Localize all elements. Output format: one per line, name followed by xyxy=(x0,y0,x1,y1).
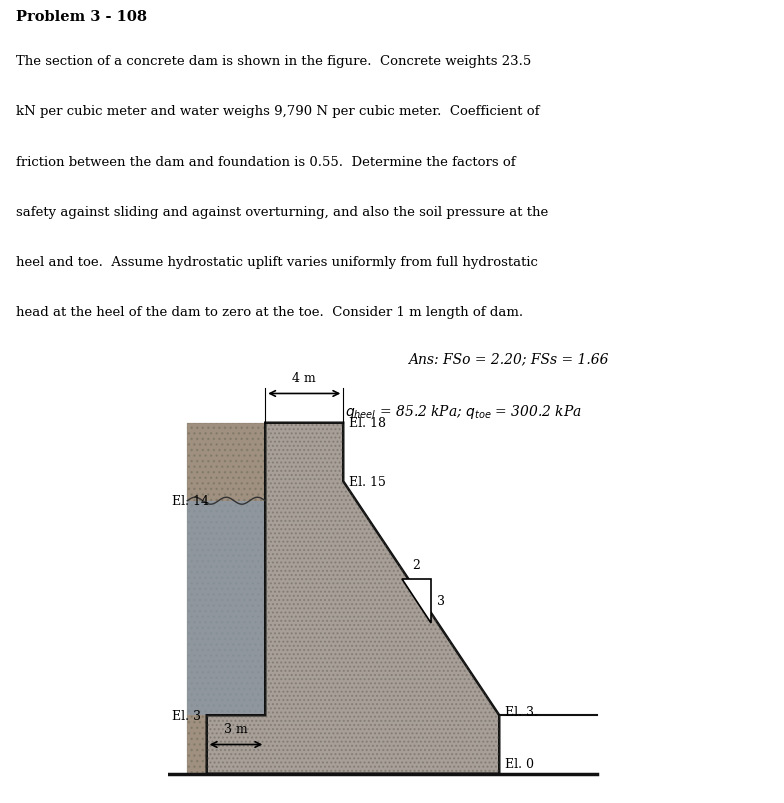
Text: El. 0: El. 0 xyxy=(505,757,534,771)
Polygon shape xyxy=(187,501,265,715)
Text: El. 18: El. 18 xyxy=(349,417,386,430)
Text: El. 15: El. 15 xyxy=(349,475,386,488)
Text: Ans: FSo = 2.20; FSs = 1.66: Ans: FSo = 2.20; FSs = 1.66 xyxy=(408,353,608,366)
Text: The section of a concrete dam is shown in the figure.  Concrete weights 23.5: The section of a concrete dam is shown i… xyxy=(16,55,531,68)
Text: El. 3: El. 3 xyxy=(172,709,201,722)
Polygon shape xyxy=(401,579,431,623)
Text: 3: 3 xyxy=(437,594,445,607)
Text: 3 m: 3 m xyxy=(224,723,248,736)
Text: El. 3.: El. 3. xyxy=(505,705,538,718)
Polygon shape xyxy=(207,423,499,774)
Text: El. 14: El. 14 xyxy=(172,495,209,507)
Text: kN per cubic meter and water weighs 9,790 N per cubic meter.  Coefficient of: kN per cubic meter and water weighs 9,79… xyxy=(16,105,539,118)
Text: head at the heel of the dam to zero at the toe.  Consider 1 m length of dam.: head at the heel of the dam to zero at t… xyxy=(16,306,523,319)
Text: safety against sliding and against overturning, and also the soil pressure at th: safety against sliding and against overt… xyxy=(16,206,548,218)
Polygon shape xyxy=(187,423,265,774)
Text: $q_{heel}$ = 85.2 kPa; $q_{toe}$ = 300.2 kPa: $q_{heel}$ = 85.2 kPa; $q_{toe}$ = 300.2… xyxy=(345,402,582,420)
Text: 4 m: 4 m xyxy=(292,372,316,385)
Text: Problem 3 - 108: Problem 3 - 108 xyxy=(16,10,147,24)
Text: heel and toe.  Assume hydrostatic uplift varies uniformly from full hydrostatic: heel and toe. Assume hydrostatic uplift … xyxy=(16,255,538,268)
Text: 2: 2 xyxy=(412,558,420,571)
Text: friction between the dam and foundation is 0.55.  Determine the factors of: friction between the dam and foundation … xyxy=(16,156,515,169)
